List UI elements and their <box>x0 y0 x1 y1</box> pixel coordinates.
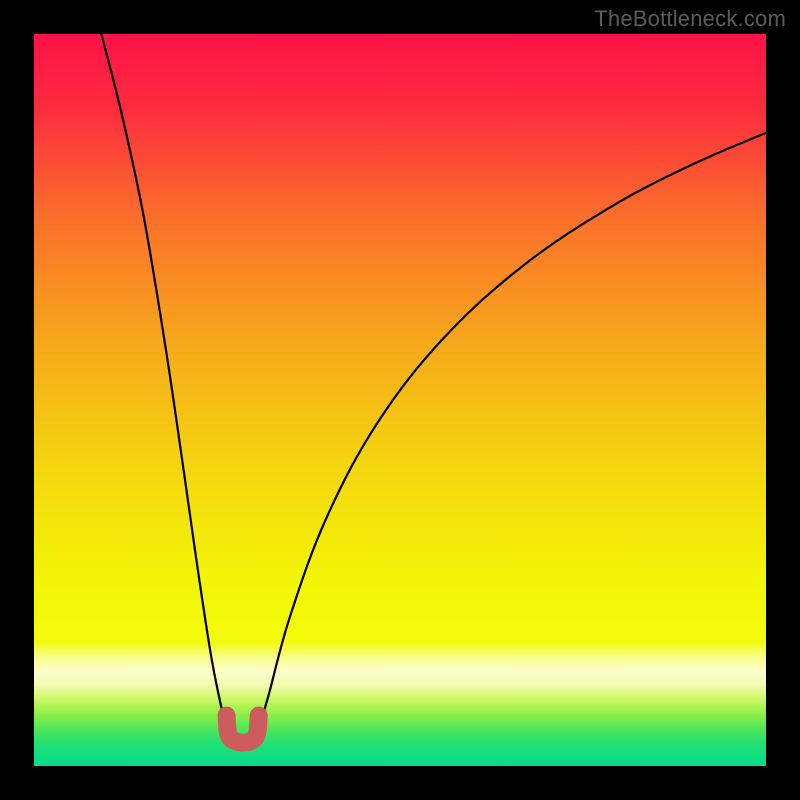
curve-layer <box>34 34 766 766</box>
curve-right-branch <box>257 133 766 733</box>
watermark-text: TheBottleneck.com <box>594 6 786 32</box>
valley-marker <box>227 715 259 742</box>
plot-area <box>34 34 766 766</box>
curve-left-branch <box>101 34 228 733</box>
chart-frame: TheBottleneck.com <box>0 0 800 800</box>
